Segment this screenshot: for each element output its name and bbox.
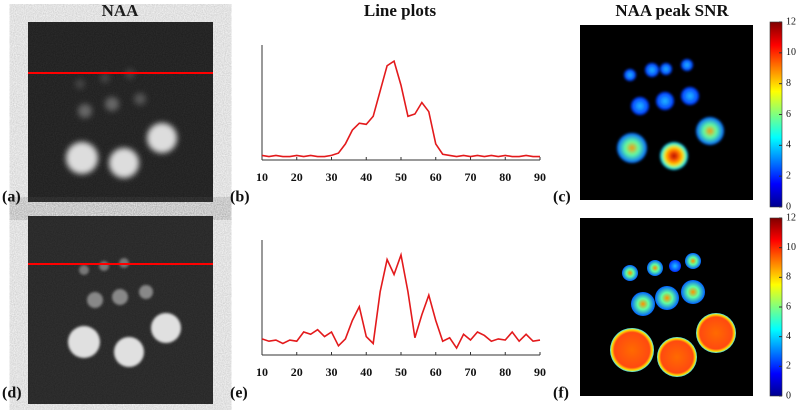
panel-label: (c) — [553, 189, 571, 206]
x-tick-label: 60 — [430, 365, 442, 379]
snr-map — [580, 25, 753, 200]
column-title: Line plots — [364, 1, 437, 20]
colorbar-tick-label: 4 — [786, 331, 791, 342]
panel-label: (d) — [2, 385, 22, 402]
x-tick-label: 90 — [534, 170, 546, 184]
x-tick-label: 40 — [360, 365, 372, 379]
colorbar-tick-label: 12 — [786, 212, 796, 223]
x-tick-label: 40 — [360, 170, 372, 184]
panel-label: (f) — [553, 385, 569, 402]
colorbar-tick-label: 0 — [786, 201, 791, 212]
colorbar-tick-label: 12 — [786, 16, 796, 27]
colorbar-tick-label: 0 — [786, 390, 791, 401]
x-tick-label: 70 — [465, 170, 477, 184]
x-tick-label: 30 — [326, 170, 338, 184]
colorbar-tick-label: 8 — [786, 272, 791, 283]
colorbar-tick-label: 2 — [786, 170, 791, 181]
colorbar-tick-label: 2 — [786, 361, 791, 372]
x-tick-label: 50 — [395, 170, 407, 184]
x-tick-label: 80 — [499, 365, 511, 379]
panel-label: (a) — [2, 189, 21, 206]
panel-label: (b) — [230, 189, 250, 206]
colorbar-tick-label: 10 — [786, 47, 796, 58]
column-title: NAA peak SNR — [615, 1, 729, 20]
x-tick-label: 70 — [465, 365, 477, 379]
naa-image — [28, 216, 213, 404]
colorbar-tick-label: 6 — [786, 109, 791, 120]
x-tick-label: 30 — [326, 365, 338, 379]
x-tick-label: 90 — [534, 365, 546, 379]
colorbar-tick-label: 8 — [786, 78, 791, 89]
snr-map — [580, 218, 753, 396]
panel-label: (e) — [230, 385, 248, 402]
naa-image — [28, 22, 213, 202]
line-series — [261, 251, 541, 350]
x-tick-label: 10 — [256, 170, 268, 184]
colorbar-tick-label: 6 — [786, 301, 791, 312]
x-tick-label: 20 — [291, 365, 303, 379]
column-title: NAA — [102, 1, 140, 20]
colorbar-tick-label: 10 — [786, 242, 796, 253]
x-tick-label: 80 — [499, 170, 511, 184]
x-tick-label: 10 — [256, 365, 268, 379]
x-tick-label: 60 — [430, 170, 442, 184]
x-tick-label: 50 — [395, 365, 407, 379]
line-series — [261, 59, 540, 158]
colorbar-tick-label: 4 — [786, 140, 791, 151]
x-tick-label: 20 — [291, 170, 303, 184]
